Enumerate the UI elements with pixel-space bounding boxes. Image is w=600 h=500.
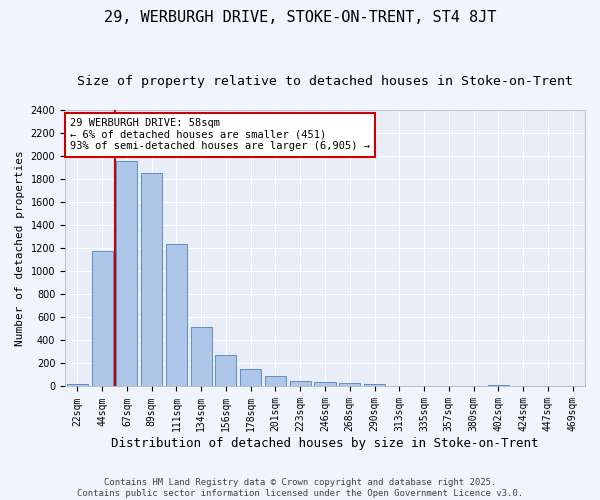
Text: Contains HM Land Registry data © Crown copyright and database right 2025.
Contai: Contains HM Land Registry data © Crown c… [77,478,523,498]
Bar [166,244,187,386]
Bar [240,368,261,386]
Bar [339,383,360,386]
Bar [215,355,236,386]
Bar [92,251,113,386]
Bar [116,160,137,386]
Y-axis label: Number of detached properties: Number of detached properties [15,150,25,346]
Bar [364,384,385,386]
Bar [488,384,509,386]
Bar [314,382,335,386]
Bar [191,327,212,386]
X-axis label: Distribution of detached houses by size in Stoke-on-Trent: Distribution of detached houses by size … [111,437,539,450]
Text: 29, WERBURGH DRIVE, STOKE-ON-TRENT, ST4 8JT: 29, WERBURGH DRIVE, STOKE-ON-TRENT, ST4 … [104,10,496,25]
Title: Size of property relative to detached houses in Stoke-on-Trent: Size of property relative to detached ho… [77,75,573,88]
Text: 29 WERBURGH DRIVE: 58sqm
← 6% of detached houses are smaller (451)
93% of semi-d: 29 WERBURGH DRIVE: 58sqm ← 6% of detache… [70,118,370,152]
Bar [141,174,162,386]
Bar [67,384,88,386]
Bar [290,380,311,386]
Bar [265,376,286,386]
